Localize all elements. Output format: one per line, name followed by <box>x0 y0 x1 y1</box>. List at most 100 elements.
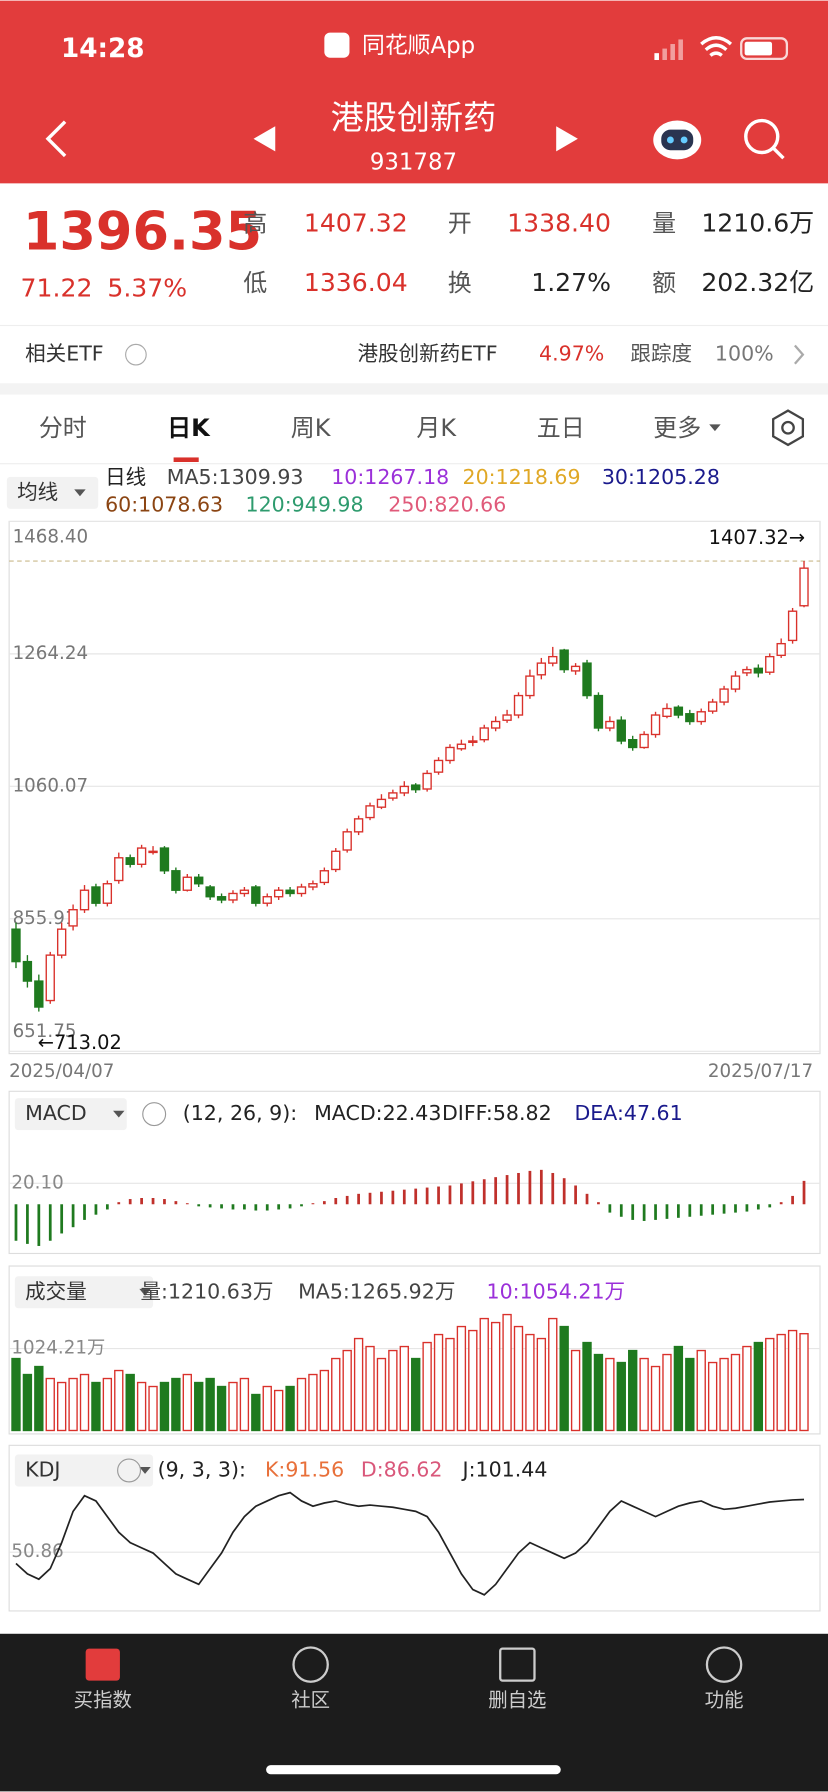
volume-bar <box>742 1345 752 1432</box>
macd-bar <box>254 1204 258 1211</box>
indicator-legend: K:91.56 <box>265 1457 344 1481</box>
caret <box>139 1288 151 1296</box>
macd-bar <box>802 1180 806 1205</box>
volume-bar <box>719 1357 729 1432</box>
candle-body <box>285 889 295 895</box>
battery-level <box>744 41 773 56</box>
macd-bar <box>642 1204 646 1221</box>
robot-button[interactable] <box>653 120 702 160</box>
volume-bar <box>148 1385 158 1432</box>
next-button[interactable] <box>556 126 578 152</box>
volume-bar <box>79 1373 90 1432</box>
candle-body <box>433 759 444 773</box>
macd-bar <box>197 1204 201 1207</box>
volume-bar <box>799 1333 809 1432</box>
tab[interactable]: 分时 <box>39 414 87 442</box>
candle-body <box>239 889 250 895</box>
volume-bar <box>593 1353 604 1432</box>
candle-body <box>273 889 284 898</box>
candle-body <box>662 707 672 718</box>
volume-bar <box>422 1341 432 1432</box>
candle-body <box>365 805 375 819</box>
candle-body <box>536 662 547 676</box>
macd-bar <box>334 1198 338 1205</box>
candle-body <box>570 665 581 672</box>
help-icon[interactable] <box>125 343 147 366</box>
ma-button-bg[interactable] <box>6 476 99 509</box>
tab[interactable]: 周K <box>291 414 332 442</box>
divider <box>0 463 828 465</box>
tab[interactable]: 五日 <box>537 414 585 442</box>
candle-body <box>22 960 33 982</box>
stat-value: 1210.6万 <box>701 208 814 237</box>
volume-bar <box>787 1329 798 1432</box>
macd-bar <box>528 1170 532 1205</box>
volume-bar <box>570 1349 581 1432</box>
volume-bar <box>433 1333 444 1432</box>
date-label: 2025/04/07 <box>9 1061 114 1082</box>
volume-bar <box>525 1333 535 1432</box>
volume-bar <box>285 1385 295 1432</box>
help-icon[interactable] <box>117 1458 142 1483</box>
nav-label[interactable]: 买指数 <box>74 1689 132 1712</box>
candle-body <box>331 850 341 871</box>
candle-body <box>353 818 364 833</box>
tab[interactable]: 更多 <box>653 414 701 442</box>
indicator-legend: D:86.62 <box>361 1457 443 1481</box>
candle-body <box>605 720 615 729</box>
indicator-button-bg[interactable] <box>14 1098 127 1131</box>
etf-name[interactable]: 港股创新药ETF <box>357 342 497 366</box>
help-icon[interactable] <box>142 1102 167 1127</box>
stat-value: 1336.04 <box>304 268 408 297</box>
date-label: 2025/07/17 <box>708 1061 813 1082</box>
nav-icon <box>292 1646 329 1683</box>
volume-bar <box>468 1329 478 1432</box>
macd-bar <box>48 1204 52 1241</box>
back-button[interactable] <box>45 120 67 158</box>
volume-bar <box>616 1361 626 1432</box>
macd-bar <box>745 1204 749 1212</box>
macd-bar <box>756 1204 760 1210</box>
candle-body <box>548 655 558 664</box>
settings-button[interactable] <box>772 409 805 447</box>
nav-label[interactable]: 社区 <box>291 1689 330 1712</box>
macd-bar <box>482 1179 486 1205</box>
volume-bar <box>114 1369 124 1432</box>
macd-bar <box>60 1204 64 1234</box>
home-indicator <box>266 1765 561 1775</box>
macd-bar <box>677 1204 680 1218</box>
macd-bar <box>791 1195 794 1205</box>
stat-label: 换 <box>448 269 472 297</box>
wifi <box>700 36 733 57</box>
indicator-button[interactable]: KDJ <box>25 1457 60 1481</box>
volume-bar <box>513 1325 524 1432</box>
stat-value: 1.27% <box>531 268 611 297</box>
search-button[interactable] <box>744 118 785 160</box>
ma-button[interactable]: 均线 <box>17 480 58 504</box>
macd-bar <box>734 1204 737 1213</box>
index-title: 港股创新药 <box>331 98 497 137</box>
macd-bar <box>574 1185 577 1205</box>
stat-value: 202.32亿 <box>701 268 814 297</box>
candle-body <box>11 928 21 963</box>
settings-dot <box>781 420 795 435</box>
nav-icon <box>705 1646 743 1683</box>
chevron[interactable] <box>794 344 805 365</box>
nav-label[interactable]: 功能 <box>705 1689 744 1712</box>
nav-label[interactable]: 删自选 <box>488 1689 546 1712</box>
tab[interactable]: 月K <box>416 414 457 442</box>
candle-body <box>182 876 192 891</box>
macd-bar <box>71 1204 75 1228</box>
indicator-button-bg[interactable] <box>14 1454 154 1487</box>
tab-underline <box>173 457 199 463</box>
indicator-button-bg[interactable] <box>14 1276 154 1309</box>
indicator-button[interactable]: MACD <box>25 1101 87 1125</box>
indicator-button[interactable]: 成交量 <box>25 1279 87 1303</box>
volume-bar <box>102 1377 113 1432</box>
tab[interactable]: 日K <box>167 414 211 442</box>
y-tick-label: 1024.21万 <box>11 1338 105 1359</box>
etf-label: 相关ETF <box>25 342 103 366</box>
candle-body <box>685 713 695 723</box>
prev-button[interactable] <box>253 126 276 152</box>
